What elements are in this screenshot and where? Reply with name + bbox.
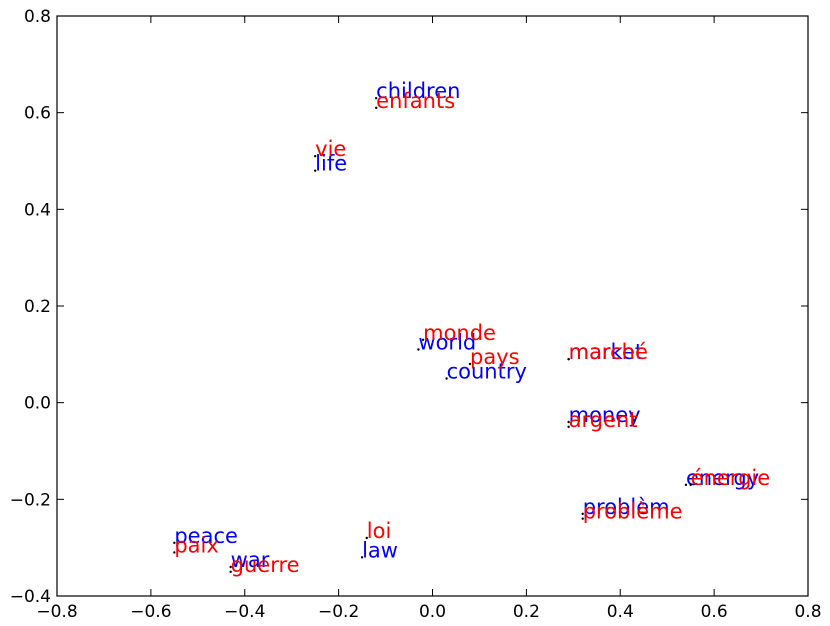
point xyxy=(229,570,232,574)
x-tick-label: −0.4 xyxy=(224,602,265,622)
point-label: law xyxy=(362,538,398,562)
point xyxy=(689,483,692,487)
point-label: énergie xyxy=(691,466,771,490)
point-label: argent xyxy=(569,408,638,432)
point-label: problème xyxy=(583,500,683,524)
point-label: enfants xyxy=(376,89,455,113)
point xyxy=(567,420,570,424)
x-tick-label: 0.2 xyxy=(513,602,540,622)
y-tick-label: 0.6 xyxy=(24,104,51,124)
point-label: paix xyxy=(174,534,218,558)
point xyxy=(365,536,368,540)
point-label: pays xyxy=(470,345,520,369)
point xyxy=(313,154,317,158)
x-tick-label: 0.6 xyxy=(701,602,728,622)
point xyxy=(581,512,584,516)
point xyxy=(581,517,584,520)
point xyxy=(445,377,448,380)
point xyxy=(173,551,176,554)
point-label: money xyxy=(569,403,641,427)
point-label: children xyxy=(376,79,460,103)
y-tick-label: 0.2 xyxy=(24,297,51,317)
x-tick-label: −0.6 xyxy=(130,602,171,622)
point-label: vie xyxy=(315,137,346,161)
point-label: war xyxy=(231,548,270,572)
point xyxy=(421,338,425,342)
point-label: monde xyxy=(423,321,496,345)
y-tick-label: 0.0 xyxy=(24,394,51,414)
point xyxy=(684,483,688,487)
point xyxy=(567,425,570,429)
x-tick-label: 0.0 xyxy=(419,602,446,622)
point-label: loi xyxy=(367,519,392,543)
point xyxy=(374,106,378,110)
x-tick-label: −0.2 xyxy=(318,602,359,622)
point-label: problèm xyxy=(583,495,670,519)
point xyxy=(173,541,176,545)
y-tick-label: −0.2 xyxy=(10,490,51,510)
y-tick-label: 0.8 xyxy=(24,7,51,27)
point xyxy=(468,362,472,366)
point-label: marché xyxy=(569,340,648,364)
plot-frame xyxy=(56,15,809,597)
point-label: country xyxy=(447,360,527,384)
point-label: life xyxy=(315,152,347,176)
y-tick-label: 0.4 xyxy=(24,200,51,220)
point xyxy=(567,357,570,361)
x-tick-label: 0.4 xyxy=(607,602,634,622)
point xyxy=(313,169,317,172)
point-label: energy xyxy=(686,466,759,490)
point xyxy=(374,96,378,100)
point-label: peace xyxy=(174,524,238,548)
y-tick-label: −0.4 xyxy=(10,587,51,607)
point-label: market xyxy=(569,340,644,364)
x-tick-label: −0.8 xyxy=(36,602,77,622)
x-tick-label: 0.8 xyxy=(794,602,821,622)
point xyxy=(417,348,420,351)
point-label: guerre xyxy=(231,553,300,577)
point-label: world xyxy=(418,331,476,355)
point xyxy=(360,556,364,559)
point xyxy=(229,565,232,569)
